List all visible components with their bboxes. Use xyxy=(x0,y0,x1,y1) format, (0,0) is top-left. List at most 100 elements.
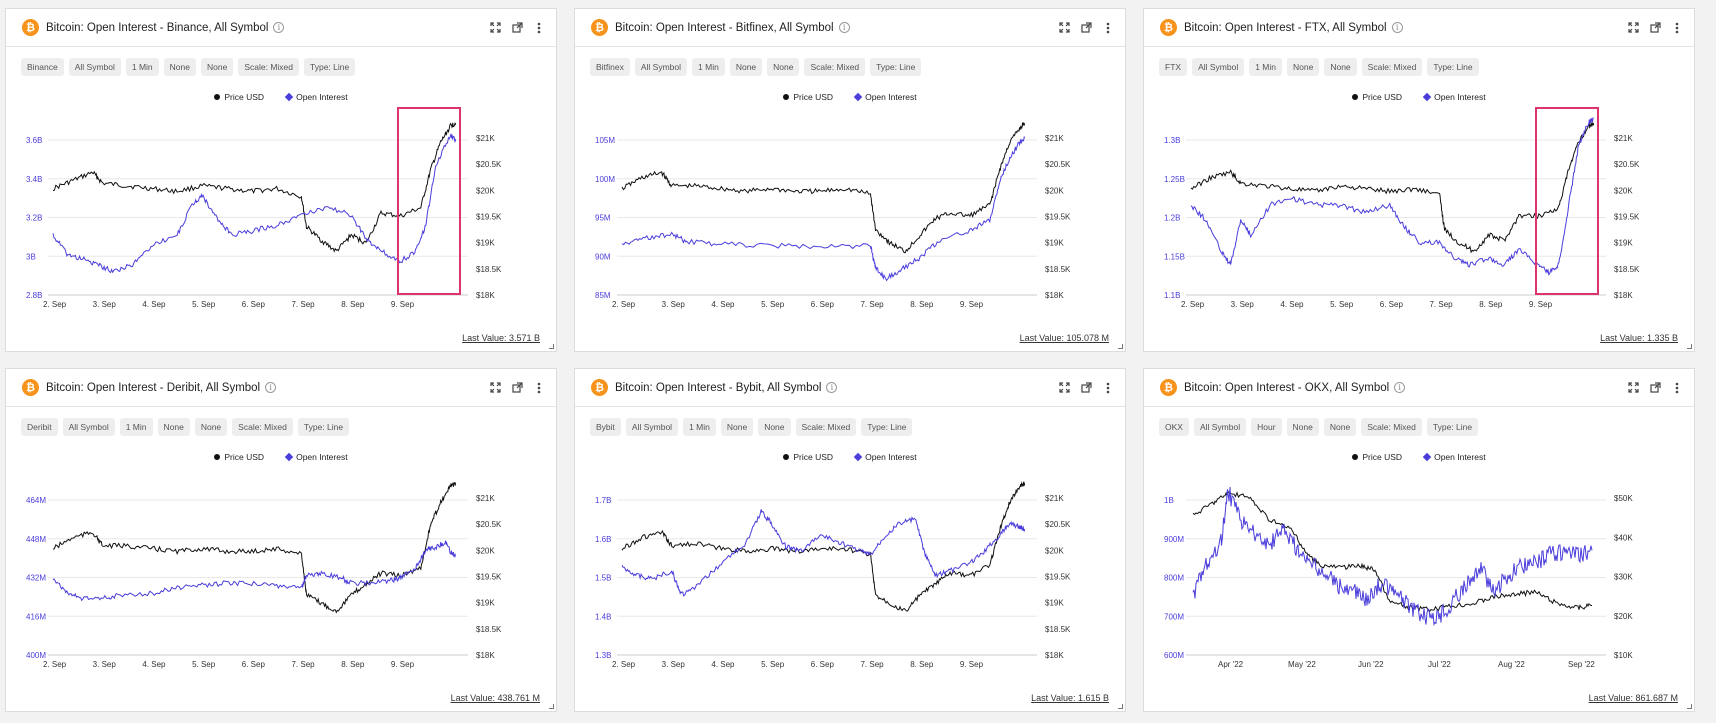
legend-item-price[interactable]: Price USD xyxy=(783,92,833,102)
filter-chip[interactable]: FTX xyxy=(1159,58,1188,76)
filter-chip[interactable]: None xyxy=(758,418,791,436)
filter-chip[interactable]: None xyxy=(194,418,228,436)
filter-chip[interactable]: 1 Min xyxy=(119,418,153,436)
legend-item-price[interactable]: Price USD xyxy=(1352,92,1402,102)
filter-chip[interactable]: None xyxy=(157,418,190,436)
legend-item-open-interest[interactable]: Open Interest xyxy=(284,92,348,102)
last-value-link[interactable]: Last Value: 3.571 B xyxy=(462,333,540,343)
legend-item-price[interactable]: Price USD xyxy=(214,452,264,462)
last-value-link[interactable]: Last Value: 105.078 M xyxy=(1019,333,1109,343)
x-tick-label: 2. Sep xyxy=(612,300,636,309)
filter-chip[interactable]: None xyxy=(201,58,234,76)
more-vertical-icon[interactable] xyxy=(1101,21,1115,35)
popout-icon[interactable] xyxy=(510,381,524,395)
filter-chip[interactable]: Scale: Mixed xyxy=(1361,58,1423,76)
expand-icon[interactable] xyxy=(488,21,502,35)
filter-chip[interactable]: None xyxy=(1287,58,1320,76)
filter-chip[interactable]: None xyxy=(1286,418,1319,436)
filter-chip[interactable]: All Symbol xyxy=(1193,418,1247,436)
y-right-tick-label: $20.5K xyxy=(1045,160,1071,169)
legend-item-open-interest[interactable]: Open Interest xyxy=(853,92,917,102)
filter-chip[interactable]: Bitfinex xyxy=(590,58,630,76)
filter-chip[interactable]: 1 Min xyxy=(683,418,716,436)
info-icon[interactable]: i xyxy=(1394,382,1406,393)
y-right-tick-label: $19.5K xyxy=(1614,213,1640,222)
legend-item-open-interest[interactable]: Open Interest xyxy=(1422,452,1486,462)
filter-chip[interactable]: 1 Min xyxy=(125,58,159,76)
expand-icon[interactable] xyxy=(1057,381,1071,395)
resize-handle[interactable] xyxy=(549,704,554,709)
filter-chip[interactable]: Scale: Mixed xyxy=(804,58,866,76)
filter-chip[interactable]: Type: Line xyxy=(297,418,350,436)
filter-chip[interactable]: All Symbol xyxy=(68,58,121,76)
filter-chip[interactable]: None xyxy=(720,418,754,436)
filter-chip[interactable]: Binance xyxy=(21,58,64,76)
filter-chip[interactable]: All Symbol xyxy=(1192,58,1245,76)
expand-icon[interactable] xyxy=(1626,21,1640,35)
resize-handle[interactable] xyxy=(1687,344,1692,349)
popout-icon[interactable] xyxy=(510,21,524,35)
info-icon[interactable]: i xyxy=(838,22,850,33)
filter-chip[interactable]: None xyxy=(767,58,800,76)
filter-chip[interactable]: Type: Line xyxy=(870,58,922,76)
last-value-link[interactable]: Last Value: 1.615 B xyxy=(1031,693,1109,703)
filter-chip[interactable]: None xyxy=(163,58,196,76)
x-tick-label: 7. Sep xyxy=(1429,300,1453,309)
filter-chip[interactable]: All Symbol xyxy=(634,58,688,76)
legend-item-price[interactable]: Price USD xyxy=(1352,452,1402,462)
resize-handle[interactable] xyxy=(1118,344,1123,349)
popout-icon[interactable] xyxy=(1648,381,1662,395)
filter-chip[interactable]: None xyxy=(729,58,763,76)
filter-chip[interactable]: Scale: Mixed xyxy=(795,418,857,436)
filter-chip[interactable]: None xyxy=(1323,418,1357,436)
filter-chip[interactable]: None xyxy=(1324,58,1357,76)
filter-chip[interactable]: OKX xyxy=(1159,418,1189,436)
open-interest-line xyxy=(52,540,457,602)
more-vertical-icon[interactable] xyxy=(1670,381,1684,395)
filter-chip[interactable]: 1 Min xyxy=(1249,58,1283,76)
expand-icon[interactable] xyxy=(1626,381,1640,395)
filter-chip[interactable]: Bybit xyxy=(590,418,621,436)
filter-chip[interactable]: Type: Line xyxy=(1426,418,1479,436)
info-icon[interactable]: i xyxy=(273,22,285,33)
resize-handle[interactable] xyxy=(1687,704,1692,709)
filter-chip[interactable]: Scale: Mixed xyxy=(238,58,299,76)
filter-chip[interactable]: Type: Line xyxy=(861,418,913,436)
filter-chip[interactable]: All Symbol xyxy=(62,418,115,436)
popout-icon[interactable] xyxy=(1079,381,1093,395)
more-vertical-icon[interactable] xyxy=(532,381,546,395)
filter-chip[interactable]: Scale: Mixed xyxy=(1361,418,1422,436)
more-vertical-icon[interactable] xyxy=(1101,381,1115,395)
filter-chip[interactable]: All Symbol xyxy=(625,418,679,436)
legend-item-open-interest[interactable]: Open Interest xyxy=(1422,92,1486,102)
filter-chip[interactable]: Type: Line xyxy=(1427,58,1479,76)
legend-item-price[interactable]: Price USD xyxy=(214,92,264,102)
filter-chip[interactable]: Deribit xyxy=(21,418,58,436)
legend-item-open-interest[interactable]: Open Interest xyxy=(853,452,917,462)
last-value-link[interactable]: Last Value: 1.335 B xyxy=(1600,333,1678,343)
info-icon[interactable]: i xyxy=(1391,22,1403,33)
y-left-tick-label: 1.3B xyxy=(1164,136,1180,145)
expand-icon[interactable] xyxy=(488,381,502,395)
info-icon[interactable]: i xyxy=(826,382,838,393)
last-value-link[interactable]: Last Value: 438.761 M xyxy=(450,693,540,703)
popout-icon[interactable] xyxy=(1079,21,1093,35)
legend-label: Open Interest xyxy=(1434,452,1486,462)
last-value-link[interactable]: Last Value: 861.687 M xyxy=(1588,693,1678,703)
expand-icon[interactable] xyxy=(1057,21,1071,35)
filter-chip[interactable]: Hour xyxy=(1251,418,1282,436)
resize-handle[interactable] xyxy=(1118,704,1123,709)
more-vertical-icon[interactable] xyxy=(532,21,546,35)
more-vertical-icon[interactable] xyxy=(1670,21,1684,35)
x-tick-label: 9. Sep xyxy=(960,660,984,669)
filter-chip[interactable]: Type: Line xyxy=(304,58,356,76)
popout-icon[interactable] xyxy=(1648,21,1662,35)
info-icon[interactable]: i xyxy=(265,382,277,393)
panel-title: Bitcoin: Open Interest - Deribit, All Sy… xyxy=(46,381,261,394)
filter-chip[interactable]: Scale: Mixed xyxy=(232,418,293,436)
legend-item-open-interest[interactable]: Open Interest xyxy=(284,452,348,462)
resize-handle[interactable] xyxy=(549,344,554,349)
chart-legend: Price USD Open Interest xyxy=(6,92,556,102)
filter-chip[interactable]: 1 Min xyxy=(692,58,725,76)
legend-item-price[interactable]: Price USD xyxy=(783,452,833,462)
